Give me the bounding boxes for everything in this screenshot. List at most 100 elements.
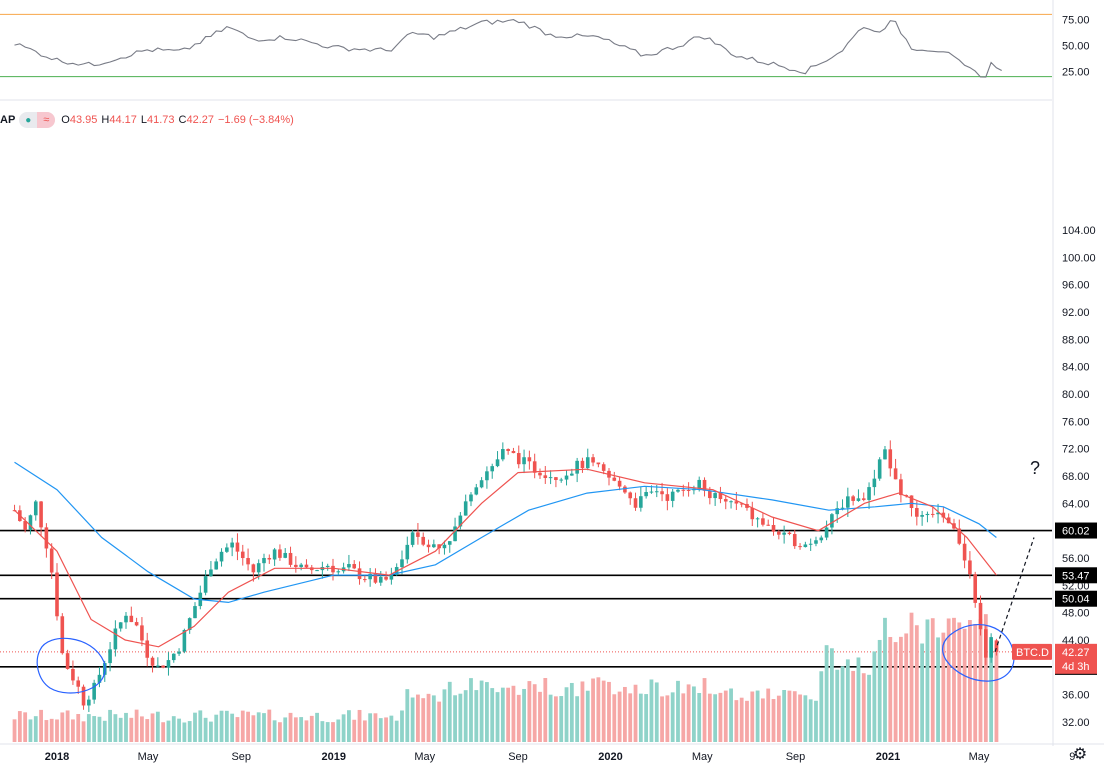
volume-bar	[676, 680, 680, 742]
candle-body	[623, 486, 627, 493]
volume-bar	[426, 693, 431, 742]
candle-body	[697, 479, 702, 489]
candle-body	[978, 602, 983, 630]
candle-body	[336, 571, 341, 573]
volume-bar	[569, 682, 574, 742]
time-axis[interactable]: 2018 May Sep 2019 May Sep 2020 May Sep 2021 May 9	[0, 743, 1104, 763]
volume-bar	[840, 666, 845, 742]
volume-bar	[750, 691, 755, 742]
symbol-tag[interactable]	[1012, 643, 1052, 660]
candle-body	[347, 564, 351, 568]
candle-body	[235, 542, 240, 552]
volume-bar	[474, 690, 479, 742]
volume-bar	[888, 636, 893, 742]
candle-body	[861, 498, 866, 500]
candle-body	[899, 479, 903, 496]
volume-bar	[585, 690, 590, 742]
volume-bar	[23, 712, 28, 742]
volume-bar	[283, 717, 288, 742]
price-tick-label: 80.00	[1062, 389, 1090, 401]
volume-bar	[835, 669, 840, 742]
symbol-label[interactable]: AP	[0, 114, 16, 126]
candle-body	[315, 570, 319, 572]
ohlc-legend: AP ● ≈ O43.95 H44.17 L41.73 C42.27 −1.69 (−3…	[0, 111, 298, 129]
volume-bar	[347, 710, 351, 742]
volume-bar	[485, 682, 489, 742]
volume-bar	[357, 709, 362, 742]
volume-bar	[516, 694, 521, 742]
last-price-tag[interactable]	[1055, 643, 1097, 674]
volume-bar	[479, 680, 484, 742]
ohlc-key: O	[61, 114, 70, 126]
candle-body	[538, 472, 542, 476]
highlight-circle[interactable]	[36, 637, 106, 694]
level-price-tag[interactable]	[1055, 590, 1097, 607]
volume-bar	[718, 692, 723, 742]
ma-slow-line[interactable]	[14, 461, 997, 604]
highlight-circle[interactable]	[941, 624, 1015, 682]
candle-body	[957, 528, 962, 544]
candle-body	[71, 668, 75, 681]
candle-body	[522, 457, 526, 465]
ma-fast-line[interactable]	[14, 468, 997, 648]
volume-bar	[44, 720, 49, 742]
volume-bar	[65, 710, 70, 742]
volume-bar	[649, 679, 654, 742]
candle-body	[44, 527, 49, 549]
volume-bar	[904, 633, 909, 742]
volume-bar	[713, 694, 718, 742]
volume-bar	[304, 720, 309, 742]
projection-line[interactable]	[994, 537, 1035, 653]
gear-icon[interactable]: ⚙	[1072, 746, 1088, 763]
eye-icon[interactable]: ●	[25, 114, 32, 126]
candle-body	[118, 622, 123, 629]
volume-bar	[814, 700, 818, 742]
volume-bar	[187, 721, 192, 742]
volume-bar	[49, 718, 54, 742]
candle-body	[495, 459, 500, 467]
candle-body	[676, 489, 680, 492]
candle-body	[214, 561, 219, 570]
ohlc-value: 42.27	[186, 114, 214, 126]
volume-bar	[617, 691, 622, 742]
volume-bar	[198, 710, 203, 742]
question-annotation[interactable]: ?	[1030, 458, 1040, 478]
volume-bar	[739, 697, 744, 742]
volume-bar	[787, 690, 792, 742]
rsi-line[interactable]	[14, 19, 1002, 78]
level-price-tag[interactable]	[1055, 567, 1097, 584]
volume-bar	[235, 717, 240, 742]
volume-bar	[161, 722, 166, 742]
volume-bar	[607, 681, 611, 742]
volume-bar	[681, 693, 686, 742]
candle-body	[28, 515, 33, 530]
candle-body	[739, 503, 744, 505]
level-price-tag[interactable]	[1055, 522, 1097, 539]
candle-body	[814, 540, 818, 544]
candle-body	[225, 547, 229, 552]
candle-body	[681, 489, 686, 491]
volume-bar	[325, 722, 330, 742]
volume-bar	[76, 714, 81, 742]
candle-body	[808, 543, 813, 545]
approx-icon[interactable]: ≈	[37, 112, 56, 128]
volume-bar	[766, 688, 771, 742]
candle-body	[713, 493, 717, 499]
volume-bar	[527, 681, 532, 742]
volume-bar	[102, 720, 107, 742]
candle-body	[81, 686, 86, 706]
volume-bar	[490, 688, 495, 742]
candle-body	[686, 489, 691, 491]
candle-body	[575, 460, 579, 474]
candle-body	[87, 699, 91, 706]
volume-bar	[331, 722, 335, 742]
candle-body	[660, 491, 664, 495]
price-axis[interactable]: 32.0036.0040.0044.0048.0052.0056.0060.00…	[1052, 0, 1096, 746]
candle-body	[798, 546, 802, 548]
visibility-toggle[interactable]: ● ≈	[19, 112, 56, 128]
volume-bar	[246, 711, 250, 742]
price-tick-label: 76.00	[1062, 416, 1090, 428]
candle-body	[670, 491, 675, 501]
